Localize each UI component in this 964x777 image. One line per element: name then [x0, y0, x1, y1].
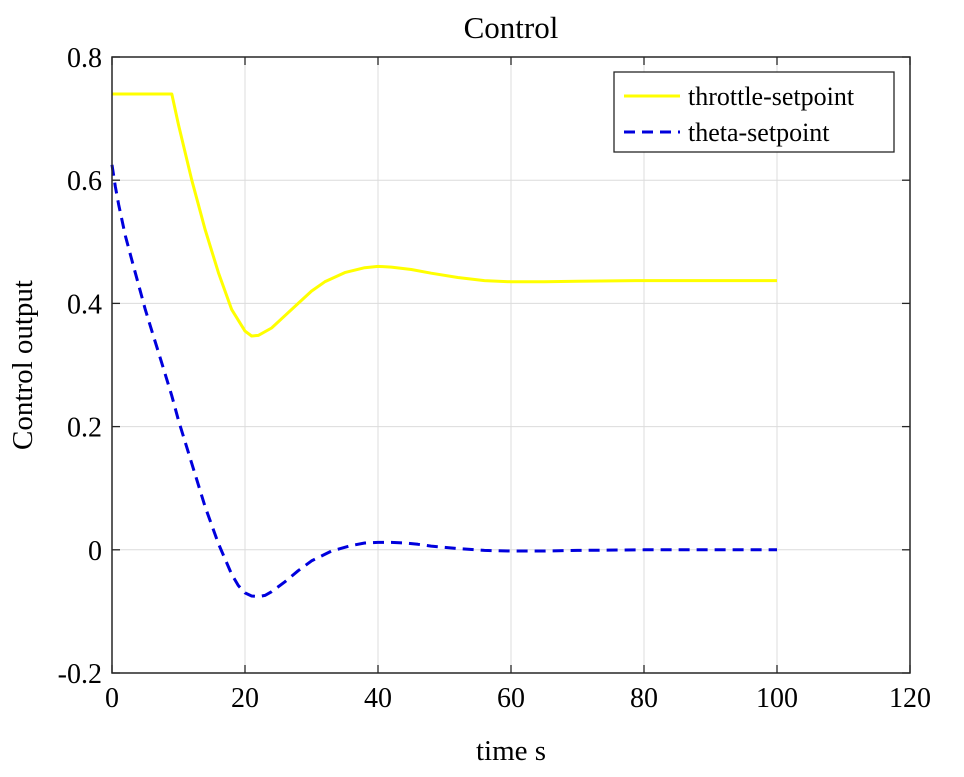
y-tick-label: 0.6 [67, 166, 102, 197]
ticks: 0 20 40 60 80 100 120-0.200.20.40.60.8 [58, 43, 931, 714]
series-line-1 [112, 92, 777, 338]
x-tick-label: 0 [105, 683, 119, 714]
y-tick-label: 0.4 [67, 289, 102, 320]
x-tick-label: 20 [231, 683, 259, 714]
series-line-2 [110, 164, 777, 599]
x-tick-label: 100 [756, 683, 798, 714]
legend: throttle-setpoint theta-setpoint [613, 71, 895, 153]
y-tick-label: 0.8 [67, 43, 102, 74]
x-tick-label: 120 [889, 683, 931, 714]
y-axis-label: Control output [7, 280, 39, 450]
y-tick-label: -0.2 [58, 659, 102, 690]
legend-label-2: theta-setpoint [688, 118, 830, 147]
x-tick-label: 80 [630, 683, 658, 714]
y-tick-label: 0 [88, 536, 102, 567]
x-tick-label: 40 [364, 683, 392, 714]
legend-label-1: throttle-setpoint [688, 82, 855, 111]
x-tick-label: 60 [497, 683, 525, 714]
series-layer [110, 92, 777, 599]
chart-title: Control [464, 10, 559, 45]
legend-box [613, 71, 895, 153]
x-axis-label: time s [476, 735, 546, 767]
y-tick-label: 0.2 [67, 413, 102, 444]
